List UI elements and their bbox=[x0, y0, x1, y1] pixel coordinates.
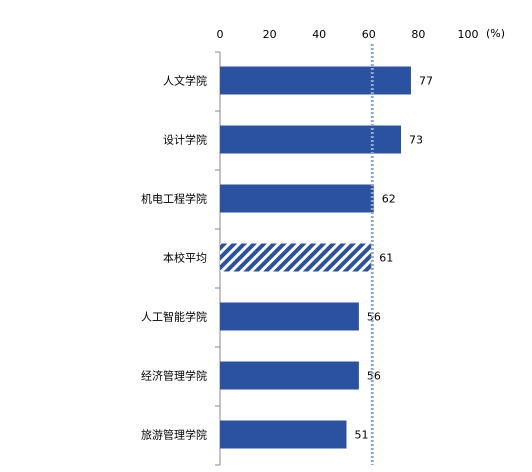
x-tick-label: 80 bbox=[411, 28, 425, 41]
x-unit-label: (%) bbox=[486, 27, 505, 40]
data-label: 73 bbox=[409, 134, 423, 147]
data-label: 62 bbox=[382, 193, 396, 206]
bar bbox=[220, 125, 402, 154]
bar bbox=[220, 361, 359, 390]
x-tick-label: 40 bbox=[312, 28, 326, 41]
data-label: 51 bbox=[354, 429, 368, 442]
bar bbox=[220, 66, 411, 95]
data-label: 61 bbox=[379, 252, 393, 265]
x-tick-label: 0 bbox=[217, 28, 224, 41]
category-label: 设计学院 bbox=[163, 133, 207, 147]
category-label: 人文学院 bbox=[163, 74, 207, 88]
data-label: 56 bbox=[367, 370, 381, 383]
category-label: 本校平均 bbox=[163, 251, 207, 265]
x-tick-label: 60 bbox=[362, 28, 376, 41]
category-label: 机电工程学院 bbox=[141, 192, 207, 206]
x-tick-label: 100 bbox=[458, 28, 479, 41]
bar bbox=[220, 302, 359, 331]
data-label: 56 bbox=[367, 311, 381, 324]
category-label: 经济管理学院 bbox=[141, 369, 207, 383]
bar bbox=[220, 243, 372, 272]
data-label: 77 bbox=[419, 75, 433, 88]
category-label: 人工智能学院 bbox=[141, 310, 207, 324]
bar bbox=[220, 420, 347, 449]
bar bbox=[220, 184, 374, 213]
category-label: 旅游管理学院 bbox=[141, 428, 207, 442]
x-tick-label: 20 bbox=[263, 28, 277, 41]
